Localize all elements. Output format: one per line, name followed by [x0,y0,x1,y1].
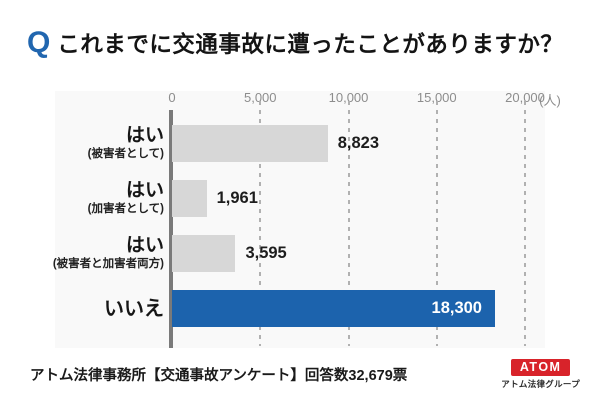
chart-row: いいえ 18,300 [0,290,525,327]
category-label: はい (被害者と加害者両方) [0,235,172,271]
atom-logo-badge: ATOM [510,359,571,376]
bar [172,180,207,217]
x-tick-label: 10,000 [328,90,369,105]
bar [172,235,236,272]
chart-row: はい (被害者と加害者両方) 3,595 [0,235,525,272]
category-label: いいえ [0,298,172,320]
chart-row: はい (加害者として) 1,961 [0,180,525,217]
bar-track: 8,823 [172,125,525,162]
x-axis-labels: (人) 0 5,000 10,000 15,000 20,000 [168,90,560,108]
category-label-sub: (被害者として) [87,148,164,161]
y-axis-line [169,110,173,348]
category-label: はい (加害者として) [0,180,172,216]
category-label-sub: (加害者として) [87,203,164,216]
gridlines [172,101,526,346]
atom-logo: ATOM アトム法律グループ [501,359,580,390]
gridline [347,101,350,346]
x-tick-label: 5,000 [243,90,277,105]
chart-row: はい (被害者として) 8,823 [0,125,525,162]
gridline [524,101,526,346]
gridline [259,101,262,346]
category-label: はい (被害者として) [0,125,172,161]
page-title: これまでに交通事故に遭ったことがありますか？ [57,32,564,57]
bar-track: 3,595 [172,235,525,272]
x-tick-label: 0 [168,90,176,105]
value-label: 18,300 [431,299,482,317]
source-note: アトム法律事務所【交通事故アンケート】回答数32,679票 [30,368,408,384]
footer: アトム法律事務所【交通事故アンケート】回答数32,679票 ATOM アトム法律… [30,359,586,390]
axis-unit-label: (人) [539,93,561,108]
x-tick-label: 15,000 [416,90,457,105]
question-title: Q これまでに交通事故に遭ったことがありますか？ [27,27,563,59]
bar [172,125,328,162]
q-icon: Q [27,26,51,59]
category-label-main: はい [125,125,164,147]
bar: 18,300 [172,290,495,327]
bar-rows: はい (被害者として) 8,823 はい (加害者として) 1,961 はい (被害者と加害者… [0,112,525,327]
category-label-main: はい [125,180,164,202]
category-label-main: いいえ [104,297,164,320]
bar-track: 18,300 [172,290,525,327]
category-label-main: はい [125,235,164,257]
atom-logo-caption: アトム法律グループ [501,379,580,389]
category-label-sub: (被害者と加害者両方) [52,258,164,271]
bar-track: 1,961 [172,180,525,217]
value-label: 1,961 [216,189,258,207]
value-label: 8,823 [337,134,380,152]
gridline [435,101,438,346]
x-tick-label: 20,000 [505,90,545,105]
value-label: 3,595 [245,244,287,262]
